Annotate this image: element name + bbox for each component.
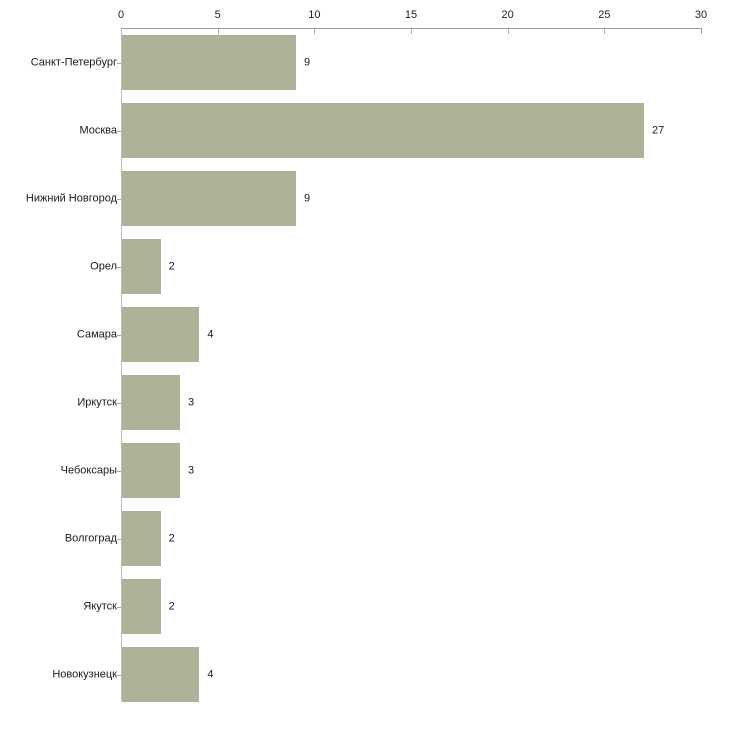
axis-tick-label: 10 xyxy=(308,9,321,21)
bar[interactable] xyxy=(122,443,180,498)
category-tick-mark xyxy=(117,131,121,132)
category-axis-label: Якутск xyxy=(83,600,117,612)
axis-tick-label: 15 xyxy=(404,9,418,21)
axis-tick-label: 5 xyxy=(214,9,221,21)
category-tick-mark xyxy=(117,63,121,64)
category-axis-label: Чебоксары xyxy=(60,464,117,476)
category-axis-label: Санкт-Петербург xyxy=(30,56,117,68)
axis-tick-label: 30 xyxy=(694,9,708,21)
category-tick-mark xyxy=(117,675,121,676)
axis-tick-mark xyxy=(507,29,509,34)
axis-tick-label: 25 xyxy=(598,9,611,21)
category-axis-label: Иркутск xyxy=(77,396,117,408)
category-tick-mark xyxy=(117,335,121,336)
bar[interactable] xyxy=(122,35,296,90)
bar[interactable] xyxy=(122,579,161,634)
bar[interactable] xyxy=(122,239,161,294)
axis-tick-mark xyxy=(217,29,219,34)
axis-tick-mark xyxy=(314,29,316,34)
category-axis-label: Волгоград xyxy=(64,532,117,544)
category-tick-mark xyxy=(117,539,121,540)
bar[interactable] xyxy=(122,647,200,702)
bar[interactable] xyxy=(122,375,180,430)
axis-tick-label: 20 xyxy=(501,9,514,21)
bar[interactable] xyxy=(122,103,644,158)
value-axis-end-cap xyxy=(701,28,702,34)
bar-value-label: 2 xyxy=(168,260,175,272)
category-tick-mark xyxy=(117,403,121,404)
bar-value-label: 4 xyxy=(207,668,214,680)
bar-value-label: 3 xyxy=(188,396,195,408)
bar[interactable] xyxy=(122,307,200,362)
category-tick-mark xyxy=(117,471,121,472)
bar-value-label: 3 xyxy=(188,464,195,476)
category-axis-label: Самара xyxy=(76,328,117,340)
category-tick-mark xyxy=(117,267,121,268)
category-axis-line xyxy=(121,29,122,701)
bar[interactable] xyxy=(122,171,296,226)
category-axis-label: Москва xyxy=(79,124,117,136)
category-axis-label: Орел xyxy=(90,260,117,272)
category-axis-label: Новокузнецк xyxy=(52,668,117,680)
category-tick-mark xyxy=(117,607,121,608)
axis-tick-mark xyxy=(411,29,412,34)
axis-tick-label: 0 xyxy=(117,9,125,21)
category-axis-label: Нижний Новгород xyxy=(25,192,117,204)
bar-value-label: 4 xyxy=(207,328,214,340)
bar-value-label: 9 xyxy=(304,192,311,204)
bar[interactable] xyxy=(122,511,161,566)
bar-value-label: 27 xyxy=(652,124,665,136)
axis-tick-mark xyxy=(604,29,606,34)
category-tick-mark xyxy=(117,199,121,200)
bar-value-label: 2 xyxy=(168,600,175,612)
value-axis-line xyxy=(121,28,701,29)
bar-value-label: 2 xyxy=(168,532,175,544)
bar-value-label: 9 xyxy=(304,56,311,68)
